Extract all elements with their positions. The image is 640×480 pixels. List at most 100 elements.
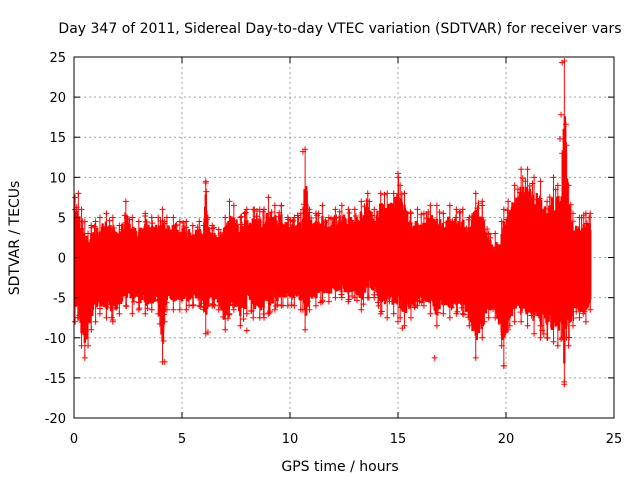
data-point bbox=[440, 310, 447, 317]
data-point bbox=[544, 334, 551, 341]
data-point bbox=[243, 206, 250, 213]
data-point bbox=[395, 170, 401, 177]
data-point bbox=[377, 310, 384, 317]
data-point bbox=[492, 230, 499, 237]
data-point bbox=[78, 206, 85, 213]
data-point bbox=[268, 209, 275, 216]
data-point bbox=[407, 209, 414, 216]
data-point bbox=[427, 310, 434, 317]
data-point bbox=[390, 190, 397, 197]
data-point bbox=[333, 214, 340, 221]
data-point bbox=[332, 294, 339, 301]
data-point bbox=[433, 202, 440, 209]
data-point bbox=[446, 314, 453, 321]
data-point bbox=[203, 188, 210, 195]
data-point bbox=[573, 308, 580, 315]
data-point bbox=[558, 111, 565, 118]
data-point bbox=[452, 214, 459, 221]
data-point bbox=[265, 310, 272, 317]
data-point bbox=[524, 166, 531, 173]
data-point bbox=[485, 314, 492, 321]
data-point bbox=[278, 302, 285, 309]
data-point bbox=[189, 302, 196, 309]
data-point bbox=[390, 310, 397, 317]
y-tick-label: 15 bbox=[49, 131, 66, 146]
data-point bbox=[103, 210, 110, 217]
data-point bbox=[226, 310, 233, 317]
data-point bbox=[299, 148, 306, 155]
data-point bbox=[215, 306, 222, 313]
data-point bbox=[92, 218, 99, 225]
data-point bbox=[230, 306, 237, 313]
data-point bbox=[345, 298, 352, 305]
data-point bbox=[224, 315, 231, 322]
data-point bbox=[222, 326, 229, 333]
data-point bbox=[142, 210, 149, 217]
data-point bbox=[85, 342, 92, 349]
data-point bbox=[420, 302, 427, 309]
data-point bbox=[226, 198, 233, 205]
data-point bbox=[332, 206, 339, 213]
data-point bbox=[106, 217, 113, 224]
data-point bbox=[371, 294, 378, 301]
data-point bbox=[500, 362, 507, 369]
data-point bbox=[109, 214, 116, 221]
data-point bbox=[504, 207, 511, 214]
data-point bbox=[558, 336, 565, 343]
data-point bbox=[358, 198, 365, 205]
data-point bbox=[384, 314, 391, 321]
y-tick-label: 10 bbox=[49, 171, 66, 186]
data-point bbox=[135, 306, 142, 313]
data-point bbox=[537, 334, 544, 341]
data-point bbox=[587, 306, 594, 313]
data-point bbox=[456, 209, 463, 216]
data-point bbox=[325, 298, 332, 305]
data-point bbox=[225, 311, 232, 318]
data-point bbox=[88, 326, 95, 333]
y-tick-label: -20 bbox=[45, 412, 66, 427]
data-point bbox=[407, 210, 414, 217]
data-point bbox=[511, 318, 518, 325]
data-point bbox=[395, 318, 401, 325]
data-point bbox=[96, 214, 103, 221]
data-point bbox=[431, 354, 438, 361]
data-point bbox=[129, 214, 136, 221]
data-point bbox=[91, 223, 98, 230]
data-point bbox=[103, 314, 110, 321]
data-point bbox=[364, 294, 371, 301]
data-point bbox=[586, 214, 593, 221]
data-point bbox=[559, 59, 566, 66]
data-point bbox=[399, 325, 406, 332]
data-point bbox=[582, 318, 589, 325]
data-point bbox=[565, 182, 572, 189]
data-point bbox=[250, 314, 257, 321]
data-point bbox=[163, 214, 170, 221]
data-point bbox=[237, 214, 244, 221]
data-point bbox=[196, 218, 203, 225]
data-point bbox=[518, 166, 525, 173]
data-point bbox=[358, 306, 365, 313]
chart-title: Day 347 of 2011, Sidereal Day-to-day VTE… bbox=[58, 21, 621, 37]
data-point bbox=[116, 222, 123, 229]
data-point bbox=[122, 302, 129, 309]
data-point bbox=[414, 302, 421, 309]
data-point bbox=[288, 301, 295, 308]
y-tick-label: 0 bbox=[58, 252, 66, 267]
data-point bbox=[72, 194, 79, 201]
data-point bbox=[381, 191, 388, 198]
data-point bbox=[434, 309, 441, 316]
data-point bbox=[240, 316, 247, 323]
data-point bbox=[271, 306, 278, 313]
data-point bbox=[459, 310, 466, 317]
data-point bbox=[544, 198, 551, 205]
data-point bbox=[210, 301, 217, 308]
data-point bbox=[96, 310, 103, 317]
y-tick-label: 20 bbox=[49, 91, 66, 106]
data-point bbox=[122, 198, 129, 205]
data-point bbox=[81, 354, 88, 361]
data-point bbox=[531, 174, 538, 181]
data-point bbox=[531, 330, 538, 337]
data-point bbox=[453, 206, 460, 213]
data-point bbox=[161, 358, 168, 365]
